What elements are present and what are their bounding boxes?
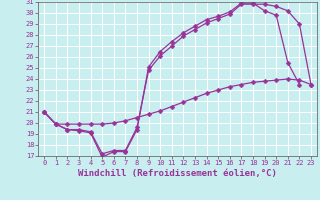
X-axis label: Windchill (Refroidissement éolien,°C): Windchill (Refroidissement éolien,°C) <box>78 169 277 178</box>
